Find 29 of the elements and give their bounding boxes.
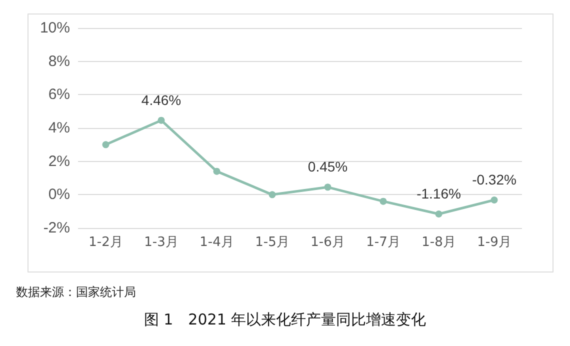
text: 图 1 2021 年以来化纤产量同比增速变化 bbox=[144, 310, 426, 328]
data-label: 4.46% bbox=[141, 92, 182, 108]
point bbox=[158, 116, 165, 124]
y-tick-label: -2% bbox=[43, 220, 70, 236]
y-tick-label: 0% bbox=[48, 186, 70, 204]
point bbox=[102, 141, 110, 148]
x-tick-label: 1-7月 bbox=[366, 235, 400, 250]
x-tick-label: 1-6月 bbox=[310, 235, 345, 250]
data-label: -0.32% bbox=[472, 172, 516, 188]
data-label: 0.45% bbox=[308, 158, 348, 175]
x-tick-label: 1-5月 bbox=[255, 235, 290, 250]
data-label: -1.16% bbox=[416, 186, 461, 202]
y-tick-label: 10% bbox=[40, 20, 70, 36]
x-tick-label: 1-3月 bbox=[144, 235, 178, 250]
point bbox=[268, 191, 276, 198]
x-tick-label: 1-4月 bbox=[200, 235, 234, 250]
point bbox=[435, 210, 442, 218]
point bbox=[213, 168, 220, 175]
x-tick-label: 1-2月 bbox=[88, 235, 123, 250]
y-tick-label: 8% bbox=[48, 52, 70, 70]
x-tick-label: 1-9月 bbox=[477, 235, 512, 250]
source-note: 数据来源：国家统计局 bbox=[16, 285, 136, 299]
point bbox=[380, 198, 387, 205]
point bbox=[324, 184, 332, 191]
x-tick-label: 1-8月 bbox=[422, 235, 456, 250]
y-tick-label: 4% bbox=[48, 120, 70, 136]
y-tick-label: 6% bbox=[48, 86, 70, 104]
y-tick-label: 2% bbox=[48, 152, 70, 170]
point bbox=[490, 196, 498, 204]
